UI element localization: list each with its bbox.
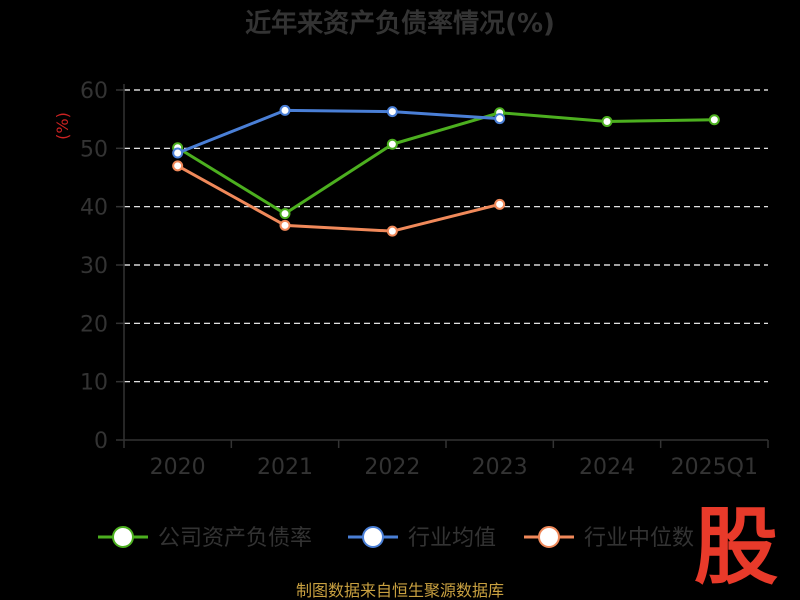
y-tick-label: 10: [80, 371, 108, 396]
grid-lines: [124, 89, 768, 383]
x-tick-label: 2023: [472, 455, 528, 480]
data-point: [386, 225, 398, 237]
y-tick-label: 20: [80, 312, 108, 337]
y-tick-label: 0: [94, 429, 108, 454]
data-point: [172, 160, 184, 172]
data-point: [279, 104, 291, 116]
legend-swatch-marker: [362, 526, 384, 548]
legend-swatch-marker: [112, 526, 134, 548]
x-tick-label: 2022: [364, 455, 420, 480]
data-point: [386, 138, 398, 150]
data-point: [279, 208, 291, 220]
legend-label: 公司资产负债率: [158, 526, 312, 551]
brand-stamp: 股: [694, 498, 778, 596]
legend-label: 行业中位数: [584, 526, 694, 551]
y-tick-label: 60: [80, 79, 108, 104]
y-axis-unit-label: (%): [53, 112, 72, 140]
y-tick-label: 40: [80, 196, 108, 221]
x-tick-label: 2025Q1: [671, 455, 758, 480]
legend-swatch-marker: [538, 526, 560, 548]
data-point: [494, 198, 506, 210]
series-line: [176, 111, 715, 216]
data-point: [172, 147, 184, 159]
data-point: [601, 116, 613, 127]
x-tick-label: 2024: [579, 455, 635, 480]
y-tick-label: 50: [80, 137, 108, 162]
data-point: [494, 113, 506, 125]
series-lines: [172, 104, 720, 237]
x-tick-label: 2020: [150, 455, 206, 480]
series-line: [177, 108, 500, 155]
x-tick-label: 2021: [257, 455, 313, 480]
data-point: [279, 219, 291, 231]
axes: 0 10 20 30 40 50 60 2020 2021 2022 2023 2024 2025Q1: [80, 79, 769, 480]
legend-label: 行业均值: [408, 526, 496, 551]
data-point: [708, 114, 720, 126]
legend: 公司资产负债率 行业均值 行业中位数: [98, 526, 694, 551]
y-tick-label: 30: [80, 254, 108, 279]
data-source-note: 制图数据来自恒生聚源数据库: [296, 581, 504, 600]
data-point: [386, 106, 398, 118]
series-line: [176, 164, 501, 233]
chart-title: 近年来资产负债率情况(%): [245, 8, 555, 39]
